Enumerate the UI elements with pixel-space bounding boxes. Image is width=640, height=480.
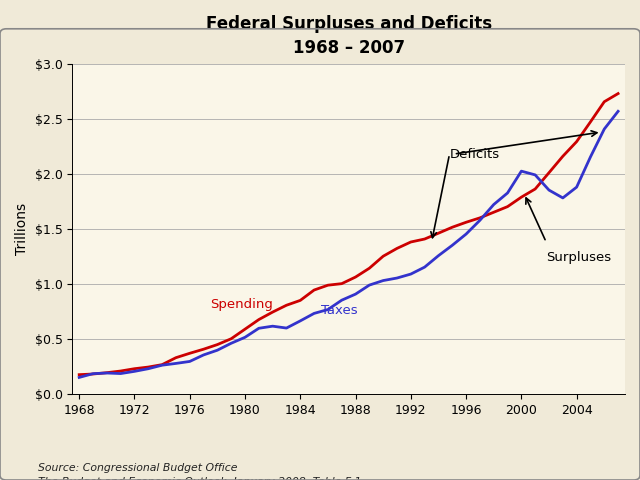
Title: Federal Surpluses and Deficits
1968 – 2007: Federal Surpluses and Deficits 1968 – 20…: [205, 15, 492, 57]
Text: Taxes: Taxes: [321, 304, 358, 317]
Text: Surpluses: Surpluses: [546, 251, 611, 264]
Y-axis label: Trillions: Trillions: [15, 203, 29, 255]
Text: Spending: Spending: [211, 298, 273, 311]
Text: Source: Congressional Budget Office
The Budget and Economic Outlook, January 200: Source: Congressional Budget Office The …: [38, 463, 362, 480]
Text: Deficits: Deficits: [449, 147, 500, 161]
